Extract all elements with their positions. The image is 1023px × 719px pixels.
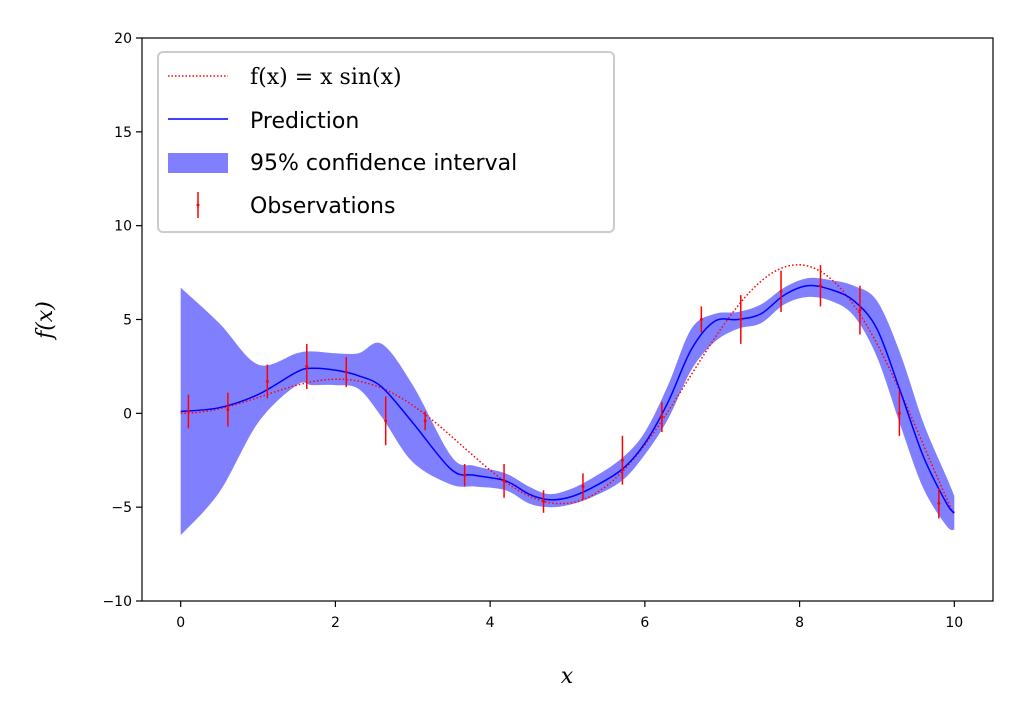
observation-marker [858,308,862,312]
observation-point [818,265,822,307]
observation-marker [344,370,348,374]
x-tick-label: 0 [176,615,185,631]
observation-point [423,411,427,431]
y-tick-label: 5 [123,313,132,329]
observation-point [660,402,664,433]
y-tick-label: 10 [114,219,132,235]
observation-marker [779,289,783,293]
observation-point [305,343,309,389]
observation-point [226,392,230,427]
true-function-layer [180,264,956,516]
observation-point [502,464,506,498]
legend-prediction-label: Prediction [250,109,359,134]
y-tick-label: 20 [114,31,132,47]
y-tick-label: −10 [102,594,132,610]
x-tick-label: 10 [945,615,963,631]
observation-marker [660,415,664,419]
observation-point [699,306,703,333]
prediction-layer [180,284,955,514]
observation-marker [739,318,743,321]
observation-marker [937,501,941,505]
x-tick-label: 4 [486,615,495,631]
confidence-band [180,277,955,536]
true-function-line [180,264,956,516]
legend-function-label: f(x) = x sin(x) [250,65,402,90]
observation-marker [423,419,427,423]
observation-marker [186,409,190,413]
y-axis-label: f(x) [33,301,58,341]
observation-point [344,357,348,388]
observation-marker [620,458,624,462]
observation-marker [897,411,901,415]
observation-marker [384,419,388,423]
observation-point [384,396,388,446]
legend: f(x) = x sin(x) Prediction 95% confidenc… [157,51,615,233]
observation-marker [305,364,309,368]
legend-observations-marker [196,203,200,207]
x-tick-label: 2 [331,615,340,631]
legend-observations-label: Observations [250,194,395,219]
x-axis-ticks: 0 2 4 6 8 10 [176,601,963,631]
legend-ci-swatch [168,153,228,173]
legend-ci-label: 95% confidence interval [250,151,517,176]
x-tick-label: 8 [795,615,804,631]
observation-marker [226,408,230,412]
observation-marker [542,500,546,504]
observation-point [265,364,269,399]
observation-point [542,490,546,513]
observation-point [858,285,862,335]
y-tick-label: 0 [123,406,132,422]
observation-marker [265,379,269,383]
y-axis-ticks: −10 −5 0 5 10 15 20 [102,31,142,610]
observation-point [620,435,624,485]
observation-point [581,473,585,500]
observation-marker [502,479,506,483]
observation-marker [699,318,703,321]
observation-point [779,270,783,312]
observation-point [897,390,901,436]
observation-point [937,488,941,519]
legend-box [157,51,615,233]
x-axis-label: x [561,664,574,689]
prediction-line [180,284,955,514]
observations-layer [186,265,941,519]
x-tick-label: 6 [640,615,649,631]
y-tick-label: 15 [114,125,132,141]
observation-point [739,295,743,344]
observation-point [186,394,190,429]
observation-marker [581,485,585,489]
y-tick-label: −5 [111,500,132,516]
observation-marker [463,473,467,477]
confidence-band-layer [180,277,955,536]
observation-point [463,464,467,487]
observation-marker [818,284,822,288]
